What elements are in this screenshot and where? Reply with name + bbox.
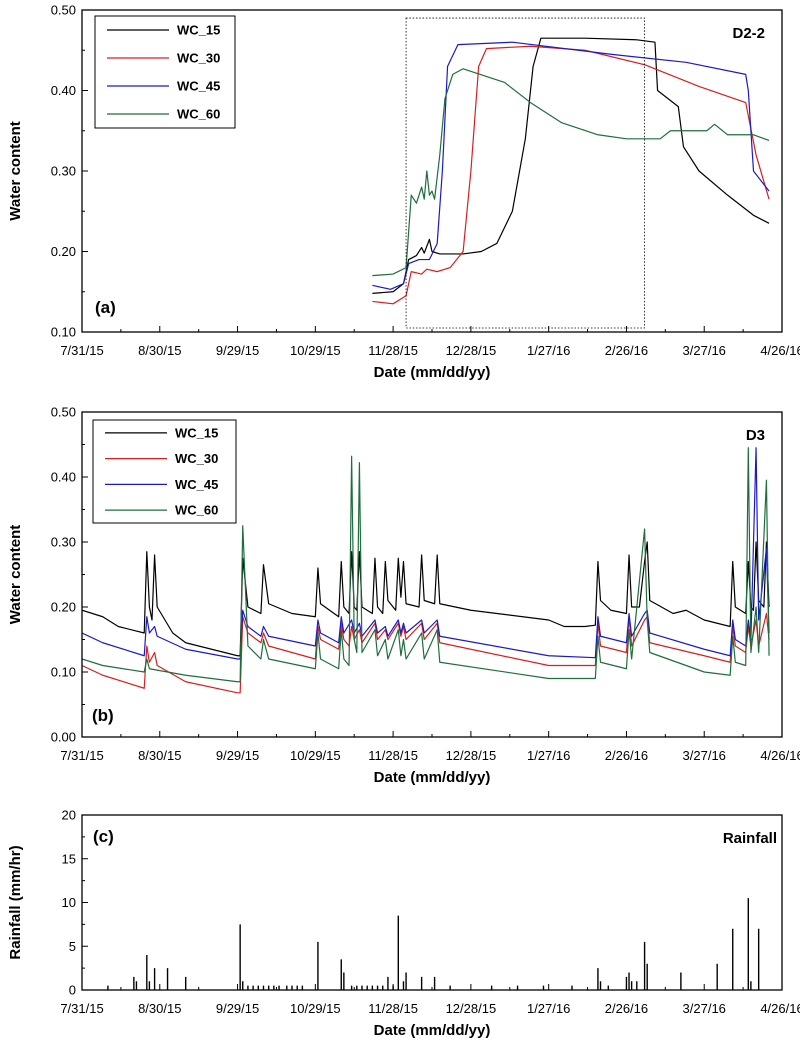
x-tick-label: 3/27/16 (683, 748, 726, 763)
plot-frame (81, 9, 783, 333)
x-tick-label: 2/26/16 (605, 748, 648, 763)
legend-label: WC_30 (177, 51, 220, 66)
panel-tag: (a) (95, 298, 116, 317)
x-tick-label: 8/30/15 (138, 343, 181, 358)
y-tick-label: 0.10 (51, 665, 76, 680)
y-tick-label: 0.40 (51, 470, 76, 485)
legend-box (92, 419, 237, 524)
y-tick-label: 0 (69, 983, 76, 998)
x-tick-label: 2/26/16 (605, 343, 648, 358)
plot-frame (81, 411, 783, 738)
legend-label: WC_60 (177, 107, 220, 122)
series-line-wc-60 (82, 447, 770, 683)
y-tick-label: 0.30 (51, 535, 76, 550)
y-tick-label: 0.00 (51, 730, 76, 745)
y-tick-label: 0.50 (51, 3, 76, 18)
x-axis-title: Date (mm/dd/yy) (374, 1022, 491, 1039)
x-tick-label: 3/27/16 (683, 1001, 726, 1016)
highlight-box (405, 17, 645, 329)
x-tick-label: 7/31/15 (60, 1001, 103, 1016)
legend: WC_15 WC_30 WC_45 WC_60 (94, 15, 236, 129)
panel-tag: (b) (92, 706, 114, 725)
y-tick-label: 10 (62, 895, 76, 910)
x-tick-label: 10/29/15 (290, 748, 341, 763)
legend-label: WC_45 (177, 79, 220, 94)
legend-label: WC_30 (175, 451, 218, 466)
legend: WC_15 WC_30 WC_45 WC_60 (92, 419, 237, 524)
series-line-wc-45 (372, 41, 770, 290)
y-axis-title: Rainfall (mm/hr) (7, 845, 24, 959)
x-tick-label: 11/28/15 (368, 343, 418, 358)
legend-box (94, 15, 236, 129)
x-tick-label: 1/27/16 (527, 1001, 570, 1016)
x-tick-label: 11/28/15 (368, 748, 418, 763)
site-label: D3 (746, 427, 765, 444)
x-tick-label: 10/29/15 (290, 1001, 341, 1016)
x-tick-label: 12/28/15 (446, 1001, 497, 1016)
x-axis-title: Date (mm/dd/yy) (374, 769, 491, 786)
site-label: Rainfall (723, 830, 777, 847)
data-layer (107, 898, 760, 990)
y-tick-label: 0.20 (51, 244, 76, 259)
panel-c: 7/31/15 8/30/15 9/29/15 10/29/15 11/28/15 12/… (7, 808, 800, 1040)
y-tick-label: 0.30 (51, 164, 76, 179)
series-line-wc-15 (372, 37, 770, 294)
legend-label: WC_60 (175, 503, 218, 518)
data-layer (372, 37, 770, 305)
x-tick-label: 12/28/15 (446, 748, 497, 763)
panel-tag: (c) (93, 827, 114, 846)
x-tick-label: 12/28/15 (446, 343, 497, 358)
x-tick-label: 8/30/15 (138, 748, 181, 763)
y-tick-label: 5 (69, 939, 76, 954)
y-axis-title: Water content (7, 525, 24, 624)
x-tick-label: 4/26/16 (760, 1001, 800, 1016)
x-tick-label: 9/29/15 (216, 343, 259, 358)
x-tick-label: 1/27/16 (527, 343, 570, 358)
site-label: D2-2 (732, 25, 765, 42)
x-tick-label: 9/29/15 (216, 748, 259, 763)
x-tick-label: 7/31/15 (60, 748, 103, 763)
x-tick-label: 8/30/15 (138, 1001, 181, 1016)
y-axis-title: Water content (7, 121, 24, 220)
x-tick-label: 4/26/16 (760, 343, 800, 358)
x-tick-label: 10/29/15 (290, 343, 341, 358)
x-tick-label: 4/26/16 (760, 748, 800, 763)
legend-label: WC_45 (175, 477, 218, 492)
x-tick-label: 3/27/16 (683, 343, 726, 358)
panel-a: 7/31/15 8/30/15 9/29/15 10/29/15 11/28/15 12/… (7, 3, 800, 382)
series-line-wc-30 (82, 612, 770, 694)
series-line-wc-30 (372, 45, 770, 305)
x-tick-label: 9/29/15 (216, 1001, 259, 1016)
series-line-wc-60 (372, 68, 770, 277)
data-layer (82, 447, 770, 694)
y-tick-label: 20 (62, 808, 76, 823)
x-tick-label: 2/26/16 (605, 1001, 648, 1016)
x-axis-title: Date (mm/dd/yy) (374, 364, 491, 381)
y-tick-label: 0.20 (51, 600, 76, 615)
y-tick-label: 0.50 (51, 405, 76, 420)
panel-b: 7/31/15 8/30/15 9/29/15 10/29/15 11/28/15 12/… (7, 405, 800, 787)
x-tick-label: 11/28/15 (368, 1001, 418, 1016)
y-tick-label: 0.10 (51, 325, 76, 340)
y-tick-label: 0.40 (51, 83, 76, 98)
legend-label: WC_15 (175, 425, 218, 440)
plot-frame (81, 814, 783, 991)
y-tick-label: 15 (62, 851, 76, 866)
x-tick-label: 1/27/16 (527, 748, 570, 763)
x-tick-label: 7/31/15 (60, 343, 103, 358)
legend-label: WC_15 (177, 23, 220, 38)
